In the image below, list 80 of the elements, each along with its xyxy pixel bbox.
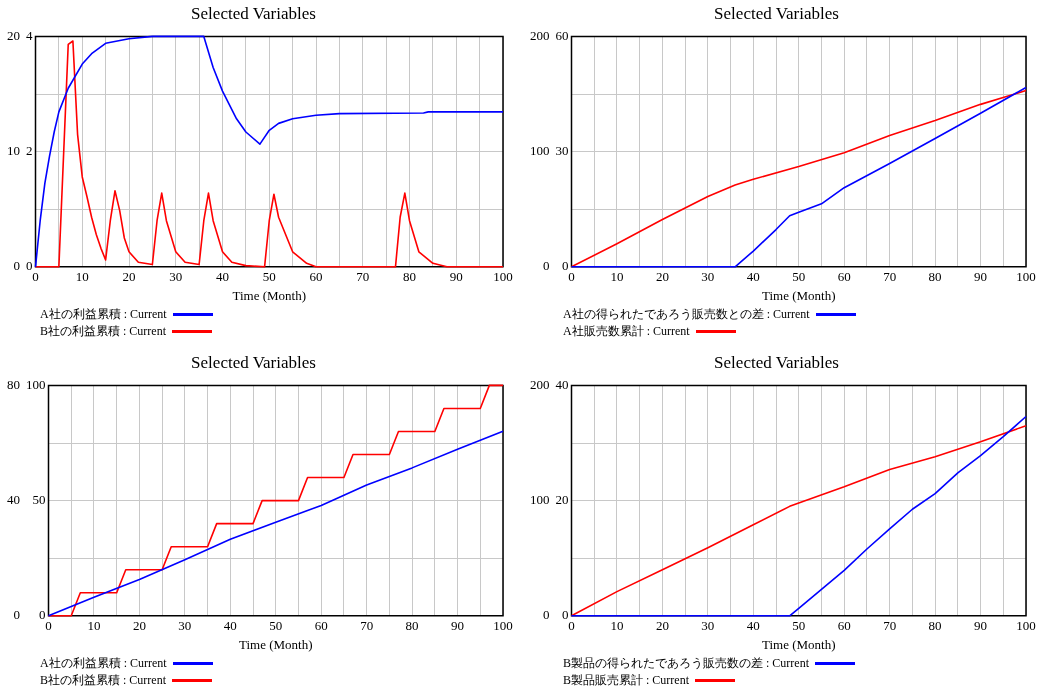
chart-title: Selected Variables: [714, 352, 839, 372]
x-tick-label: 50: [269, 618, 283, 634]
x-tick-label: 100: [493, 269, 513, 285]
chart-title: Selected Variables: [191, 352, 316, 372]
x-tick-label: 80: [928, 269, 942, 285]
x-axis-title: Time (Month): [232, 287, 307, 303]
x-tick-label: 90: [974, 269, 988, 285]
legend-label: B製品販売累計 : Current: [563, 672, 689, 689]
legend-label: A社の得られたであろう販売数との差 : Current: [563, 306, 810, 323]
x-tick-label: 20: [655, 269, 669, 285]
y-tick-label: 0: [562, 607, 569, 623]
y-tick-label: 4: [26, 27, 33, 43]
y2-tick-label: 100: [530, 143, 550, 159]
y2-tick-label: 20: [7, 27, 20, 43]
y-tick-label: 50: [32, 492, 46, 508]
chart-title: Selected Variables: [714, 3, 839, 23]
x-tick-label: 30: [178, 618, 192, 634]
y2-tick-label: 0: [543, 607, 550, 623]
x-tick-label: 100: [1016, 269, 1036, 285]
x-tick-label: 100: [1016, 618, 1036, 634]
y-tick-label: 2: [26, 143, 33, 159]
x-tick-label: 90: [451, 618, 465, 634]
x-tick-label: 20: [655, 618, 669, 634]
x-tick-label: 10: [610, 269, 624, 285]
x-tick-label: 40: [746, 269, 760, 285]
legend-label: B社の利益累積 : Current: [40, 323, 166, 340]
y-tick-label: 0: [562, 258, 569, 274]
y-tick-label: 20: [555, 492, 569, 508]
x-tick-label: 60: [837, 618, 851, 634]
y-tick-label: 30: [555, 143, 569, 159]
y2-tick-label: 0: [13, 258, 20, 274]
y2-tick-label: 10: [7, 143, 20, 159]
y2-tick-label: 80: [7, 376, 20, 392]
x-tick-label: 100: [493, 618, 513, 634]
x-tick-label: 40: [216, 269, 229, 285]
x-tick-label: 20: [122, 269, 136, 285]
x-tick-label: 80: [405, 618, 419, 634]
y2-tick-label: 200: [530, 27, 550, 43]
x-tick-label: 20: [132, 618, 146, 634]
x-tick-label: 70: [883, 618, 897, 634]
legend-label: B製品の得られたであろう販売数の差 : Current: [563, 655, 809, 672]
x-tick-label: 10: [610, 618, 624, 634]
x-tick-label: 10: [75, 269, 89, 285]
y2-tick-label: 200: [530, 376, 550, 392]
y-tick-label: 100: [26, 376, 46, 392]
x-tick-label: 60: [314, 618, 328, 634]
x-tick-label: 50: [792, 269, 806, 285]
x-tick-label: 90: [449, 269, 463, 285]
y-tick-label: 40: [555, 376, 569, 392]
x-tick-label: 80: [928, 618, 942, 634]
x-tick-label: 50: [262, 269, 276, 285]
x-axis-title: Time (Month): [761, 636, 836, 652]
legend-label: B社の利益累積 : Current: [40, 672, 166, 689]
chart-title: Selected Variables: [191, 3, 316, 23]
x-tick-label: 60: [837, 269, 851, 285]
legend-label: A社の利益累積 : Current: [40, 306, 167, 323]
x-tick-label: 70: [356, 269, 370, 285]
x-tick-label: 10: [87, 618, 101, 634]
y-tick-label: 0: [26, 258, 33, 274]
y-tick-label: 0: [39, 607, 46, 623]
x-tick-label: 40: [746, 618, 760, 634]
legend-label: A社の利益累積 : Current: [40, 655, 167, 672]
y2-tick-label: 100: [530, 492, 550, 508]
x-tick-label: 50: [792, 618, 806, 634]
x-tick-label: 70: [360, 618, 374, 634]
y2-tick-label: 40: [7, 492, 20, 508]
x-axis-title: Time (Month): [238, 636, 313, 652]
legend-label: A社販売数累計 : Current: [563, 323, 690, 340]
x-tick-label: 30: [701, 269, 715, 285]
y-tick-label: 60: [555, 27, 569, 43]
x-axis-title: Time (Month): [761, 287, 836, 303]
x-tick-label: 60: [309, 269, 323, 285]
x-tick-label: 30: [701, 618, 715, 634]
x-tick-label: 40: [223, 618, 237, 634]
x-tick-label: 70: [883, 269, 897, 285]
x-tick-label: 80: [403, 269, 416, 285]
y2-tick-label: 0: [543, 258, 550, 274]
x-tick-label: 30: [169, 269, 183, 285]
y2-tick-label: 0: [13, 607, 20, 623]
x-tick-label: 90: [974, 618, 988, 634]
